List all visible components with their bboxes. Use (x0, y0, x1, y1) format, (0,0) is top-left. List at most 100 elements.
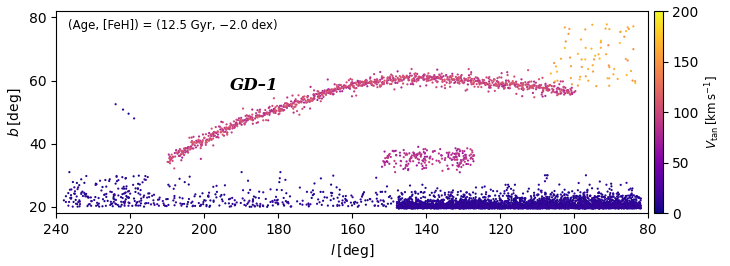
Point (453, 205, 464, 209)
Point (540, 205, 552, 209)
Point (558, 203, 570, 208)
Point (439, 206, 450, 210)
Point (412, 205, 424, 209)
Point (128, 196, 140, 201)
Point (572, 206, 584, 210)
Point (416, 206, 428, 210)
Point (458, 80, 470, 85)
Point (402, 204, 414, 208)
Point (633, 203, 645, 207)
Point (585, 206, 597, 211)
Point (418, 206, 429, 210)
Point (601, 203, 612, 207)
Point (269, 198, 280, 202)
Point (439, 204, 450, 208)
Point (610, 202, 621, 206)
Point (496, 205, 508, 209)
Point (418, 205, 429, 209)
Point (412, 78, 424, 82)
Point (289, 99, 301, 103)
Point (555, 192, 566, 197)
Point (623, 205, 635, 209)
Point (434, 160, 445, 165)
Point (542, 86, 553, 90)
Text: (Age, [FeH]) = (12.5 Gyr, −2.0 dex): (Age, [FeH]) = (12.5 Gyr, −2.0 dex) (69, 19, 278, 32)
Point (564, 205, 576, 209)
Point (493, 206, 505, 210)
Point (442, 203, 454, 207)
Point (461, 146, 473, 151)
Point (540, 205, 552, 209)
Point (211, 135, 223, 139)
Point (464, 73, 475, 77)
Point (447, 206, 459, 210)
Point (555, 205, 566, 210)
Point (635, 196, 647, 201)
Point (564, 204, 575, 208)
Point (596, 201, 607, 205)
Point (450, 206, 462, 210)
Point (464, 205, 476, 210)
Point (611, 198, 623, 203)
Point (578, 191, 590, 195)
Point (437, 201, 449, 205)
Point (425, 74, 437, 79)
Point (403, 200, 415, 204)
Point (469, 202, 480, 207)
Point (440, 206, 452, 210)
Point (323, 87, 334, 91)
Point (521, 206, 533, 210)
Point (478, 78, 490, 82)
Point (494, 206, 506, 210)
Point (85, 199, 97, 203)
Point (512, 82, 523, 86)
Point (477, 205, 488, 209)
Point (547, 202, 558, 206)
Point (488, 205, 499, 210)
Point (347, 80, 358, 84)
Point (625, 206, 637, 210)
Point (521, 201, 533, 205)
Point (212, 129, 223, 134)
Point (185, 147, 196, 151)
Point (440, 206, 452, 210)
Point (545, 83, 556, 87)
Point (335, 83, 347, 87)
Point (524, 205, 536, 210)
Point (348, 202, 360, 206)
Point (254, 107, 266, 112)
Point (400, 153, 412, 157)
Point (288, 101, 299, 105)
Point (546, 90, 558, 95)
Point (453, 202, 465, 206)
Point (493, 206, 504, 210)
Point (592, 200, 604, 204)
Point (575, 190, 586, 194)
Point (547, 201, 558, 205)
Point (388, 159, 400, 163)
Point (569, 205, 581, 209)
Point (536, 190, 548, 194)
Point (541, 201, 553, 205)
Point (479, 204, 491, 208)
Point (526, 206, 538, 210)
Point (398, 155, 410, 159)
Point (393, 79, 405, 83)
Point (458, 203, 469, 207)
Point (555, 199, 566, 203)
Point (470, 206, 482, 210)
Point (569, 202, 580, 206)
Point (561, 206, 573, 210)
Point (506, 81, 518, 85)
Point (553, 206, 565, 210)
Point (470, 201, 482, 205)
Point (480, 206, 491, 210)
Point (384, 74, 396, 79)
Point (602, 205, 613, 209)
Point (542, 206, 554, 210)
Point (410, 206, 421, 210)
Point (606, 205, 618, 209)
Point (403, 206, 415, 210)
Point (516, 206, 528, 210)
Point (490, 206, 502, 210)
